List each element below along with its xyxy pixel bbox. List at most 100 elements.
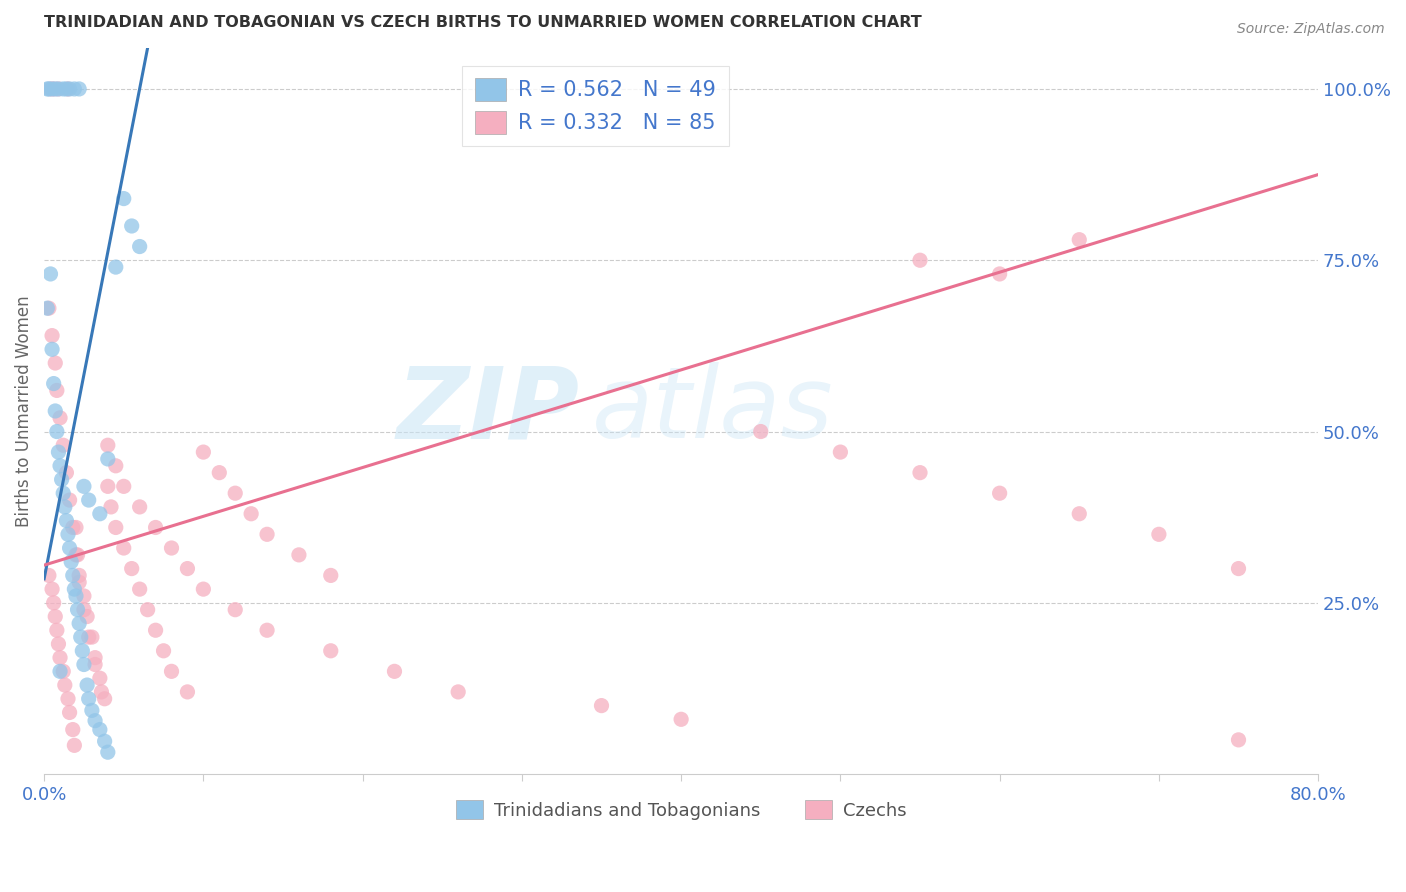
Point bbox=[38, 568, 60, 582]
Point bbox=[908, 253, 931, 268]
Point bbox=[69, 630, 91, 644]
Point bbox=[84, 657, 107, 672]
Point bbox=[89, 507, 111, 521]
Point bbox=[128, 500, 150, 514]
Point bbox=[67, 568, 90, 582]
Point bbox=[49, 665, 72, 679]
Point bbox=[100, 500, 122, 514]
Point bbox=[42, 376, 65, 391]
Point bbox=[65, 548, 87, 562]
Point bbox=[76, 678, 98, 692]
Point bbox=[160, 665, 183, 679]
Point bbox=[56, 82, 79, 96]
Point bbox=[104, 458, 127, 473]
Point bbox=[112, 541, 135, 555]
Point bbox=[193, 582, 215, 596]
Point bbox=[67, 616, 90, 631]
Point bbox=[48, 82, 70, 96]
Point bbox=[58, 82, 80, 96]
Point bbox=[224, 486, 246, 500]
Point bbox=[104, 260, 127, 274]
Point bbox=[44, 609, 66, 624]
Point bbox=[41, 343, 63, 357]
Legend: Trinidadians and Tobagonians, Czechs: Trinidadians and Tobagonians, Czechs bbox=[449, 792, 914, 827]
Point bbox=[39, 267, 62, 281]
Point bbox=[41, 328, 63, 343]
Point bbox=[45, 624, 67, 638]
Point bbox=[128, 239, 150, 253]
Text: atlas: atlas bbox=[592, 362, 834, 459]
Point bbox=[93, 734, 115, 748]
Point bbox=[52, 438, 75, 452]
Point bbox=[136, 603, 159, 617]
Point bbox=[42, 82, 65, 96]
Point bbox=[38, 82, 60, 96]
Text: ZIP: ZIP bbox=[396, 362, 579, 459]
Point bbox=[288, 548, 311, 562]
Point bbox=[830, 445, 852, 459]
Point bbox=[76, 609, 98, 624]
Point bbox=[145, 520, 167, 534]
Point bbox=[988, 486, 1011, 500]
Text: TRINIDADIAN AND TOBAGONIAN VS CZECH BIRTHS TO UNMARRIED WOMEN CORRELATION CHART: TRINIDADIAN AND TOBAGONIAN VS CZECH BIRT… bbox=[44, 15, 922, 30]
Point bbox=[52, 82, 75, 96]
Point bbox=[66, 548, 89, 562]
Point bbox=[53, 678, 76, 692]
Point bbox=[44, 82, 66, 96]
Point bbox=[67, 575, 90, 590]
Point bbox=[256, 527, 278, 541]
Point bbox=[77, 630, 100, 644]
Point bbox=[60, 555, 83, 569]
Point bbox=[1147, 527, 1170, 541]
Point bbox=[58, 493, 80, 508]
Point bbox=[73, 603, 96, 617]
Point bbox=[65, 589, 87, 603]
Point bbox=[319, 644, 342, 658]
Point bbox=[72, 644, 94, 658]
Point bbox=[55, 514, 77, 528]
Point bbox=[224, 603, 246, 617]
Point bbox=[49, 410, 72, 425]
Point bbox=[73, 657, 96, 672]
Point bbox=[908, 466, 931, 480]
Point bbox=[256, 624, 278, 638]
Point bbox=[749, 425, 772, 439]
Point bbox=[240, 507, 263, 521]
Point bbox=[77, 493, 100, 508]
Point bbox=[80, 703, 103, 717]
Point bbox=[63, 82, 86, 96]
Point bbox=[145, 624, 167, 638]
Point bbox=[319, 568, 342, 582]
Point bbox=[77, 691, 100, 706]
Point bbox=[1069, 233, 1091, 247]
Point bbox=[58, 541, 80, 555]
Point bbox=[42, 596, 65, 610]
Point bbox=[384, 665, 406, 679]
Point bbox=[48, 637, 70, 651]
Point bbox=[63, 739, 86, 753]
Point bbox=[89, 723, 111, 737]
Point bbox=[112, 479, 135, 493]
Point bbox=[62, 520, 84, 534]
Point bbox=[208, 466, 231, 480]
Point bbox=[53, 500, 76, 514]
Point bbox=[48, 445, 70, 459]
Point bbox=[176, 561, 198, 575]
Point bbox=[84, 650, 107, 665]
Point bbox=[104, 520, 127, 534]
Point bbox=[37, 301, 59, 316]
Point bbox=[1227, 561, 1250, 575]
Point bbox=[44, 356, 66, 370]
Point bbox=[58, 706, 80, 720]
Point bbox=[51, 473, 73, 487]
Point bbox=[66, 603, 89, 617]
Point bbox=[65, 520, 87, 534]
Point bbox=[41, 82, 63, 96]
Point bbox=[55, 82, 77, 96]
Point bbox=[45, 384, 67, 398]
Point bbox=[447, 685, 470, 699]
Point bbox=[49, 458, 72, 473]
Point bbox=[39, 82, 62, 96]
Point bbox=[97, 745, 120, 759]
Point bbox=[152, 644, 174, 658]
